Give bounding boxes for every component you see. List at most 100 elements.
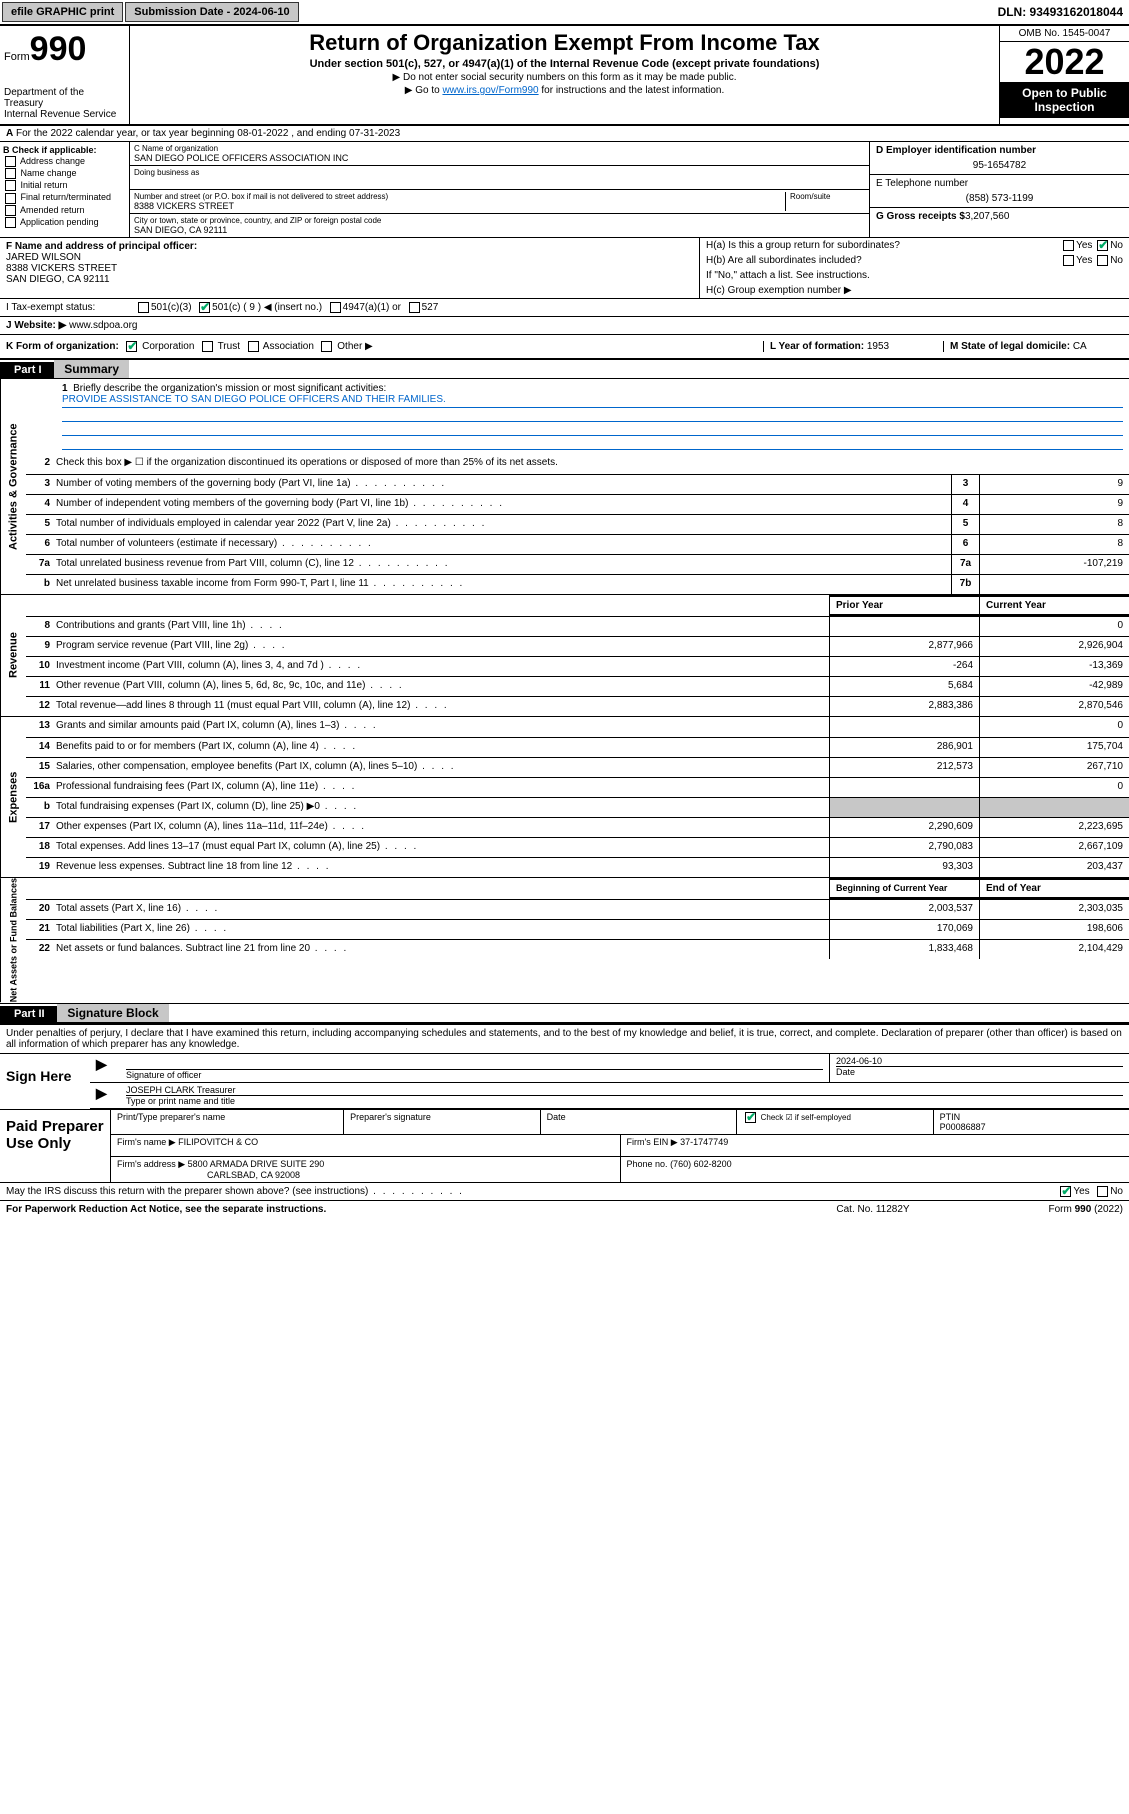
officer-name: JARED WILSON [6,252,81,263]
cb-corp[interactable] [126,341,137,352]
city-label: City or town, state or province, country… [134,216,865,225]
tab-netassets: Net Assets or Fund Balances [0,878,26,1002]
footer-row: For Paperwork Reduction Act Notice, see … [0,1201,1129,1218]
end-year-hdr: End of Year [979,878,1129,899]
cb-trust[interactable] [202,341,213,352]
tax-year: 2022 [1000,42,1129,82]
line-b: bTotal fundraising expenses (Part IX, co… [26,797,1129,817]
sig-date: 2024-06-10 [836,1056,1123,1066]
line-19: 19Revenue less expenses. Subtract line 1… [26,857,1129,877]
submission-date-button[interactable]: Submission Date - 2024-06-10 [125,2,298,22]
ha-yes[interactable] [1063,240,1074,251]
cb-self-employed[interactable] [745,1112,756,1123]
discuss-yes[interactable] [1060,1186,1071,1197]
gov-line-2: 2Check this box ▶ ☐ if the organization … [26,454,1129,474]
part2-header: Part II Signature Block [0,1004,1129,1023]
line-9: 9Program service revenue (Part VIII, lin… [26,636,1129,656]
top-toolbar: efile GRAPHIC print Submission Date - 20… [0,0,1129,24]
line-13: 13Grants and similar amounts paid (Part … [26,717,1129,737]
cb-501c[interactable] [199,302,210,313]
line-15: 15Salaries, other compensation, employee… [26,757,1129,777]
goto-note: ▶ Go to www.irs.gov/Form990 for instruct… [138,85,991,96]
gross-value: 3,207,560 [965,211,1010,222]
hb-label: H(b) Are all subordinates included? [706,255,1061,266]
addr-label: Number and street (or P.O. box if mail i… [134,192,785,201]
part1-header: Part I Summary [0,360,1129,379]
discuss-label: May the IRS discuss this return with the… [6,1186,1058,1197]
line1-num: 1 [62,383,68,394]
arrow-icon-2: ▶ [96,1085,107,1101]
row-a-label: A [6,128,13,139]
section-b-c-d: B Check if applicable: Address change Na… [0,142,1129,238]
opt-assoc: Association [263,341,314,352]
firm-name-label: Firm's name ▶ [117,1137,176,1147]
firm-phone-label: Phone no. [627,1159,668,1169]
part2-badge: Part II [0,1006,59,1022]
goto-post: for instructions and the latest informat… [539,85,725,96]
cb-other[interactable] [321,341,332,352]
row-a-text: For the 2022 calendar year, or tax year … [16,128,400,139]
room-label: Room/suite [790,192,865,201]
dba-label: Doing business as [134,168,865,177]
form-footer: Form 990 (2022) [973,1204,1123,1215]
cb-527[interactable] [409,302,420,313]
irs-link[interactable]: www.irs.gov/Form990 [442,85,538,96]
line-14: 14Benefits paid to or for members (Part … [26,737,1129,757]
form-subtitle: Under section 501(c), 527, or 4947(a)(1)… [138,58,991,70]
part1-title: Summary [54,360,129,378]
efile-button[interactable]: efile GRAPHIC print [2,2,123,22]
gov-line-b: bNet unrelated business taxable income f… [26,574,1129,594]
state-domicile: CA [1073,341,1087,352]
gov-line-5: 5Total number of individuals employed in… [26,514,1129,534]
hb-no[interactable] [1097,255,1108,266]
ha-label: H(a) Is this a group return for subordin… [706,240,1061,251]
cb-initial-return[interactable]: Initial return [3,180,126,191]
line-16a: 16aProfessional fundraising fees (Part I… [26,777,1129,797]
irs-label: Internal Revenue Service [4,109,125,120]
form-title: Return of Organization Exempt From Incom… [138,30,991,56]
firm-addr-label: Firm's address ▶ [117,1159,185,1169]
cb-assoc[interactable] [248,341,259,352]
cb-application[interactable]: Application pending [3,217,126,228]
line-8: 8Contributions and grants (Part VIII, li… [26,616,1129,636]
cb-4947[interactable] [330,302,341,313]
tab-governance: Activities & Governance [0,379,26,594]
sig-officer-label: Signature of officer [126,1070,201,1080]
opt-527: 527 [422,302,439,313]
discuss-no[interactable] [1097,1186,1108,1197]
firm-name: FILIPOVITCH & CO [178,1137,258,1147]
ssn-note: ▶ Do not enter social security numbers o… [138,72,991,83]
firm-ein-label: Firm's EIN ▶ [627,1137,678,1147]
section-b: B Check if applicable: Address change Na… [0,142,130,237]
cb-name-change[interactable]: Name change [3,168,126,179]
firm-ein: 37-1747749 [680,1137,728,1147]
form-990: 990 [30,30,87,68]
part2-title: Signature Block [57,1004,168,1022]
opt-trust: Trust [218,341,240,352]
perjury-declaration: Under penalties of perjury, I declare th… [0,1025,1129,1054]
beginning-year-hdr: Beginning of Current Year [829,878,979,899]
revenue-section: Revenue Prior Year Current Year 8Contrib… [0,595,1129,717]
cb-amended[interactable]: Amended return [3,205,126,216]
cb-501c3[interactable] [138,302,149,313]
cb-address-change[interactable]: Address change [3,156,126,167]
section-f-h: F Name and address of principal officer:… [0,238,1129,299]
year-formation-label: L Year of formation: [770,341,864,352]
ein-value: 95-1654782 [876,160,1123,171]
gov-line-6: 6Total number of volunteers (estimate if… [26,534,1129,554]
form-number: Form990 [4,30,125,69]
hb-yes[interactable] [1063,255,1074,266]
goto-pre: ▶ Go to [405,85,443,96]
paid-preparer-label: Paid Preparer Use Only [0,1110,110,1182]
dln-label: DLN: 93493162018044 [998,5,1127,19]
signature-block: Under penalties of perjury, I declare th… [0,1023,1129,1218]
gross-label: G Gross receipts $ [876,211,965,222]
phone-label: E Telephone number [876,178,1123,189]
cb-final-return[interactable]: Final return/terminated [3,192,126,203]
firm-addr1: 5800 ARMADA DRIVE SUITE 290 [188,1159,325,1169]
org-name: SAN DIEGO POLICE OFFICERS ASSOCIATION IN… [134,153,865,163]
ha-no[interactable] [1097,240,1108,251]
officer-addr2: SAN DIEGO, CA 92111 [6,274,110,285]
omb-number: OMB No. 1545-0047 [1000,26,1129,42]
opt-corp: Corporation [142,341,194,352]
